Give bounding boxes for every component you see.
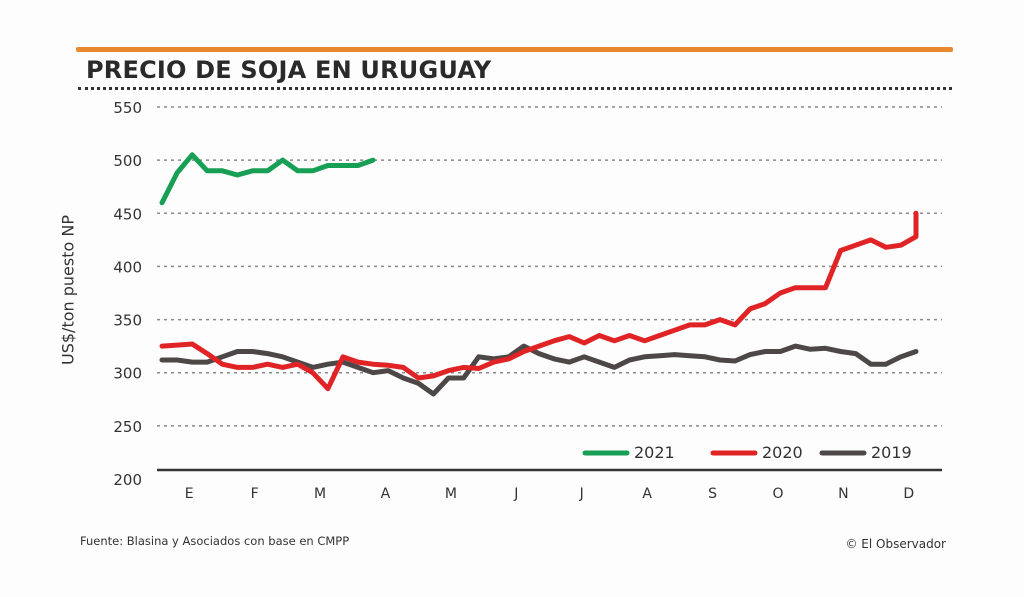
title-dotted-rule (78, 87, 952, 90)
legend-item-2019: 2019 (819, 443, 912, 462)
x-tick-label: J (513, 486, 518, 502)
top-accent-rule (76, 47, 953, 52)
y-tick-label: 300 (113, 365, 142, 383)
legend-item-2021: 2021 (582, 443, 675, 462)
legend-item-2020: 2020 (710, 443, 803, 462)
x-tick-label: O (772, 486, 783, 502)
x-tick-label: N (838, 486, 848, 502)
gridlines (157, 106, 942, 427)
legend: 2021 2020 2019 (582, 443, 912, 462)
y-tick-label: 250 (113, 418, 142, 436)
source-note: Fuente: Blasina y Asociados con base en … (80, 534, 350, 548)
x-tick-label: F (251, 486, 259, 502)
x-tick-label: S (708, 486, 717, 502)
y-tick-label: 200 (113, 471, 142, 489)
series-lines (159, 152, 919, 397)
legend-label: 2020 (762, 443, 803, 462)
series-line-2019 (159, 343, 919, 397)
legend-label: 2021 (634, 443, 675, 462)
legend-label: 2019 (871, 443, 912, 462)
series-line-2020 (159, 210, 919, 392)
y-tick-label: 350 (113, 312, 142, 330)
x-tick-label: A (642, 486, 652, 502)
y-tick-label: 500 (113, 152, 142, 170)
x-tick-label: D (903, 486, 914, 502)
y-tick-label: 400 (113, 258, 142, 276)
chart-title: PRECIO DE SOJA EN URUGUAY (86, 56, 492, 84)
x-tick-label: M (445, 486, 457, 502)
copyright-credit: © El Observador (845, 537, 946, 551)
x-tick-label: E (185, 486, 194, 502)
y-tick-labels: 200 250 300 350 400 450 500 550 (113, 99, 142, 489)
x-tick-label: M (314, 486, 326, 502)
x-tick-label: A (381, 486, 391, 502)
y-tick-label: 450 (113, 205, 142, 223)
series-line-2021 (159, 152, 376, 206)
y-tick-label: 550 (113, 99, 142, 117)
x-tick-label: J (579, 486, 584, 502)
